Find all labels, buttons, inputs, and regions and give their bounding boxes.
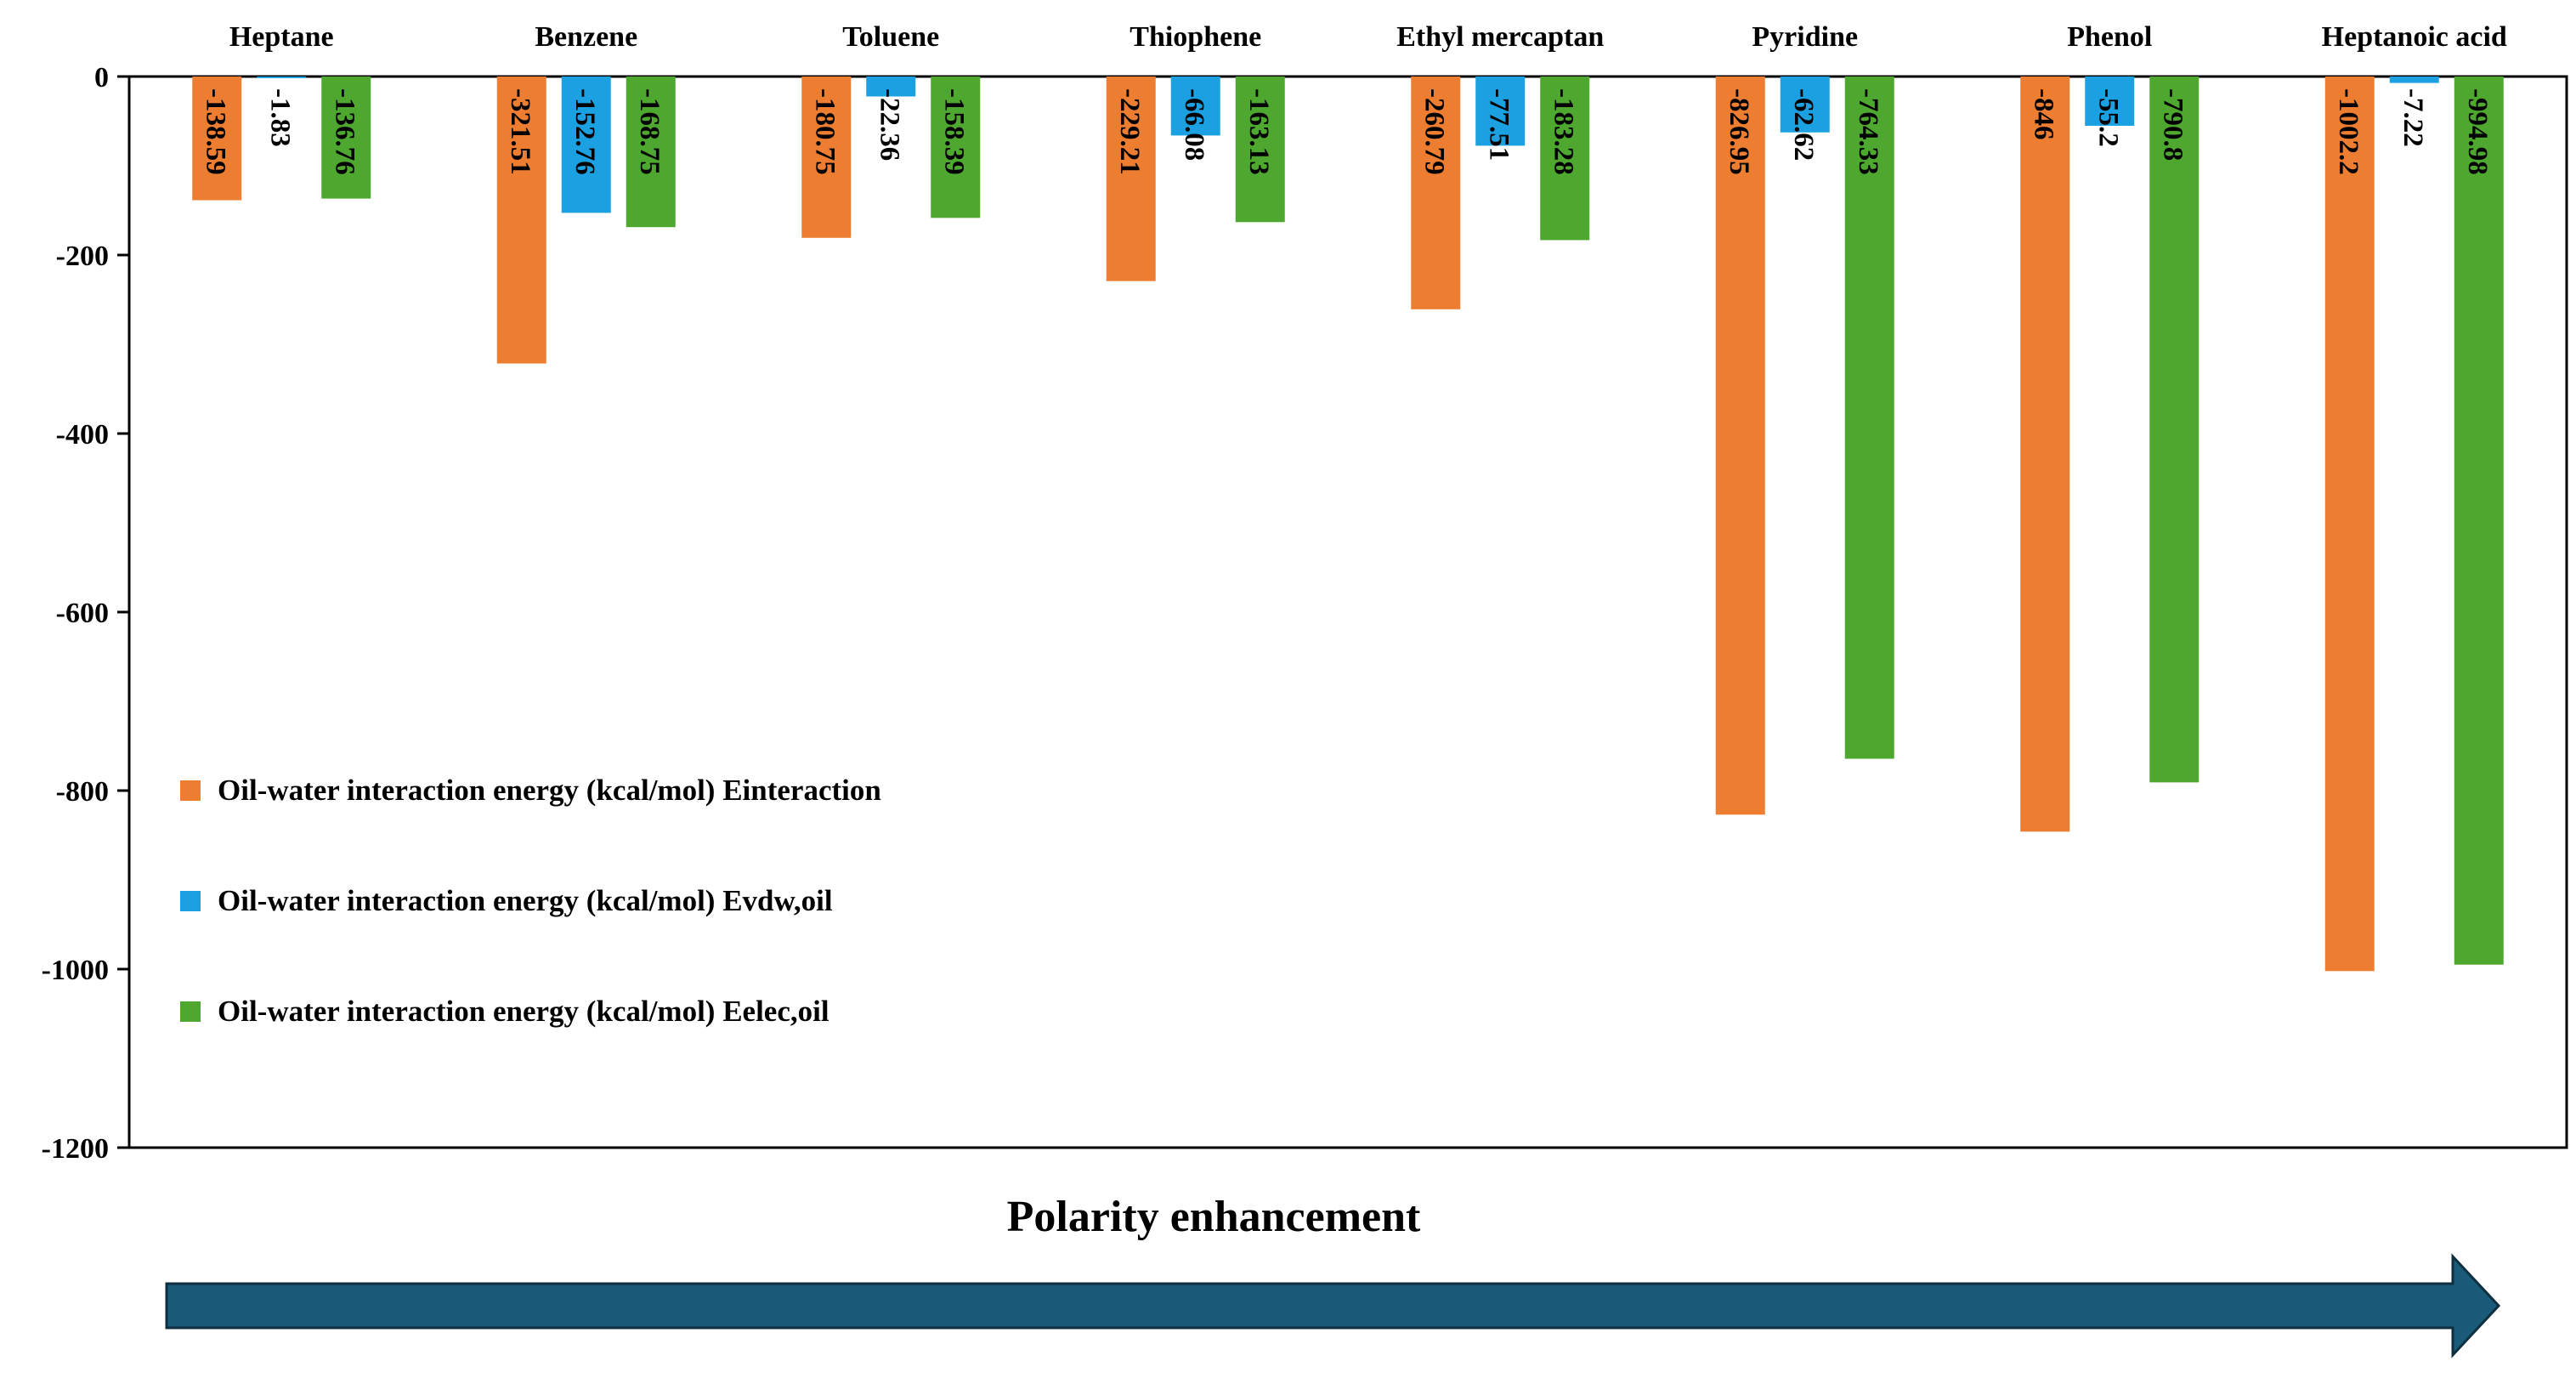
data-label: -790.8 (2157, 88, 2188, 161)
data-label: -1002.2 (2333, 88, 2364, 175)
bar-evdw (257, 77, 307, 78)
bar-evdw (866, 77, 916, 97)
category-label: Heptane (229, 21, 334, 53)
bar-eelec (1235, 77, 1285, 223)
legend-label: Oil-water interaction energy (kcal/mol) … (218, 995, 829, 1028)
bar-evdw (1475, 77, 1526, 146)
bar-einteraction (2020, 77, 2070, 832)
x-axis-title: Polarity enhancement (1007, 1193, 1421, 1241)
y-tick-label: -200 (56, 241, 109, 272)
y-tick-label: -1200 (42, 1133, 109, 1165)
y-tick-label: 0 (94, 62, 109, 94)
polarity-arrow-icon (165, 1253, 2501, 1358)
bar-eelec (1844, 77, 1894, 759)
data-label: -826.95 (1724, 88, 1754, 175)
bar-eelec (931, 77, 981, 218)
legend-label: Oil-water interaction energy (kcal/mol) … (218, 884, 833, 917)
bar-einteraction (1715, 77, 1765, 815)
data-label: -152.76 (569, 88, 600, 175)
bar-evdw (2389, 77, 2439, 83)
category-label: Pyridine (1752, 21, 1858, 53)
category-label: Benzene (535, 21, 637, 53)
data-label: -163.13 (1243, 88, 1274, 175)
data-label: -1.83 (264, 88, 295, 147)
data-label: -846 (2028, 88, 2058, 140)
category-label: Heptanoic acid (2322, 21, 2507, 53)
bar-einteraction (496, 77, 546, 364)
bar-evdw (2085, 77, 2135, 126)
legend: Oil-water interaction energy (kcal/mol) … (180, 774, 881, 1028)
bar-eelec (626, 77, 676, 228)
data-label: -994.98 (2462, 88, 2493, 175)
data-label: -136.76 (329, 88, 360, 175)
bar-evdw (1780, 77, 1830, 133)
category-label: Toluene (842, 21, 939, 53)
legend-swatch (180, 780, 201, 801)
data-label: -62.62 (1788, 88, 1819, 161)
category-label: Thiophene (1129, 21, 1261, 53)
data-labels: -138.59 -1.83 -136.76 -321.51 -152.76 -168.75… (200, 88, 2493, 175)
category-labels: Heptane Benzene Toluene Thiophene Ethyl merc… (229, 21, 2507, 53)
data-label: -180.75 (809, 88, 840, 175)
plot-frame (127, 75, 2568, 1149)
bar-evdw (561, 77, 611, 213)
data-label: -77.51 (1483, 88, 1514, 161)
legend-label: Oil-water interaction energy (kcal/mol) … (218, 774, 881, 807)
data-label: -66.08 (1179, 88, 1209, 161)
bars (192, 77, 2504, 972)
bar-eelec (2454, 77, 2504, 965)
y-tick-label: -1000 (42, 955, 109, 986)
legend-swatch (180, 891, 201, 911)
bar-eelec (1540, 77, 1590, 241)
bar-einteraction (2324, 77, 2375, 972)
bar-eelec (321, 77, 371, 199)
category-label: Ethyl mercaptan (1396, 21, 1604, 53)
data-label: -22.36 (874, 88, 904, 161)
data-label: -183.28 (1548, 88, 1578, 175)
data-label: -764.33 (1853, 88, 1883, 175)
data-label: -168.75 (634, 88, 665, 175)
bar-einteraction (192, 77, 242, 201)
plot-area (127, 75, 2568, 1149)
data-label: -321.51 (505, 88, 535, 175)
y-tick-label: -600 (56, 598, 109, 629)
bar-einteraction (1106, 77, 1156, 281)
bar-einteraction (1411, 77, 1461, 309)
data-label: -7.22 (2398, 88, 2428, 147)
data-label: -158.39 (938, 88, 969, 175)
y-axis-ticks: 0 -200 -400 -600 -800 -1000 -1200 (42, 62, 129, 1165)
bar-evdw (1170, 77, 1220, 136)
data-label: -229.21 (1114, 88, 1145, 175)
data-label: -260.79 (1418, 88, 1449, 175)
legend-swatch (180, 1001, 201, 1022)
bar-eelec (2149, 77, 2200, 783)
category-label: Phenol (2067, 21, 2152, 53)
y-tick-label: -400 (56, 419, 109, 451)
bar-einteraction (801, 77, 852, 238)
y-tick-label: -800 (56, 776, 109, 808)
data-label: -55.2 (2092, 88, 2123, 147)
data-label: -138.59 (200, 88, 230, 175)
